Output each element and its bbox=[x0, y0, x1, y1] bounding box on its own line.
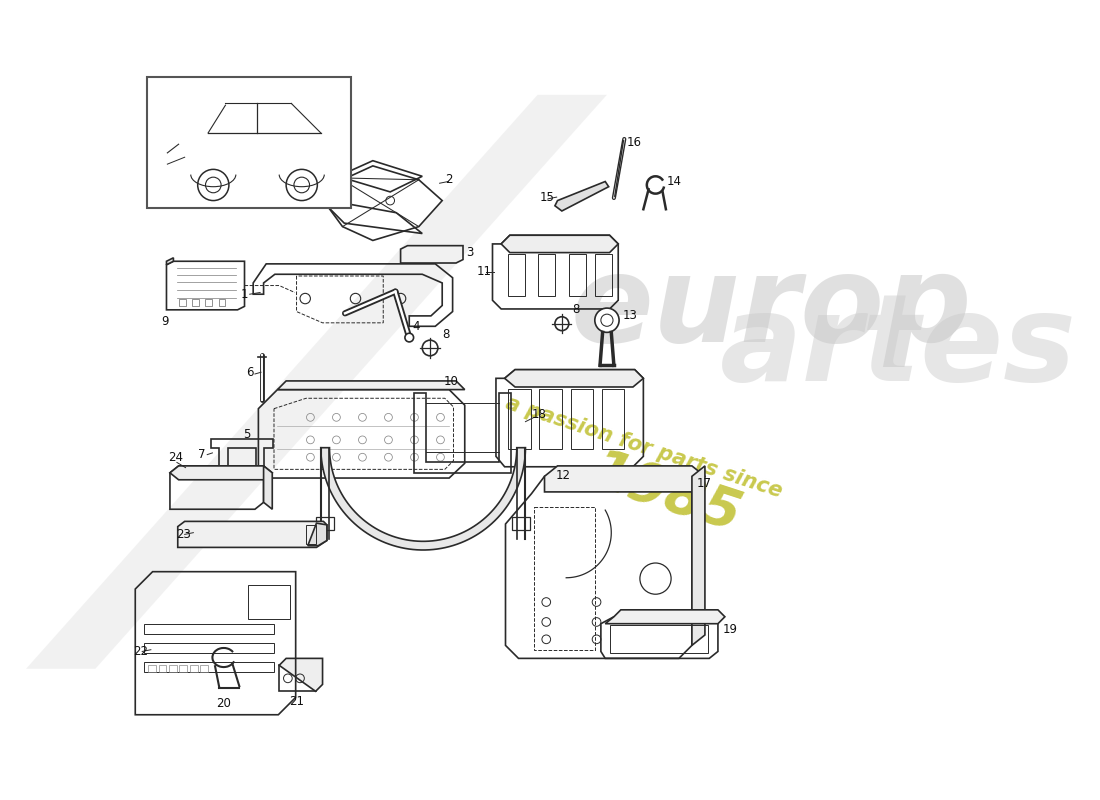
Polygon shape bbox=[308, 523, 327, 546]
Polygon shape bbox=[169, 466, 273, 480]
Bar bbox=[158, 666, 166, 672]
Bar bbox=[219, 299, 225, 306]
Text: 18: 18 bbox=[531, 408, 547, 422]
Text: 1985: 1985 bbox=[584, 444, 748, 543]
Polygon shape bbox=[505, 370, 644, 387]
Bar bbox=[192, 299, 199, 306]
Text: 12: 12 bbox=[557, 469, 571, 482]
Bar bbox=[144, 662, 274, 672]
Text: 15: 15 bbox=[539, 190, 554, 204]
Text: 10: 10 bbox=[444, 375, 459, 388]
Circle shape bbox=[422, 340, 438, 356]
Text: a passion for parts since: a passion for parts since bbox=[503, 394, 784, 502]
Bar bbox=[595, 254, 613, 296]
Bar bbox=[179, 666, 187, 672]
Text: 4: 4 bbox=[412, 320, 420, 333]
Polygon shape bbox=[277, 381, 464, 390]
Text: 9: 9 bbox=[161, 315, 168, 329]
Text: 1: 1 bbox=[240, 288, 248, 301]
Bar bbox=[538, 254, 554, 296]
Polygon shape bbox=[544, 466, 705, 492]
Bar bbox=[569, 254, 586, 296]
Text: 8: 8 bbox=[572, 303, 580, 316]
Text: 23: 23 bbox=[176, 528, 191, 541]
Polygon shape bbox=[178, 522, 327, 547]
Bar bbox=[179, 299, 186, 306]
FancyBboxPatch shape bbox=[147, 78, 351, 207]
Text: 3: 3 bbox=[466, 246, 474, 259]
Bar bbox=[190, 666, 198, 672]
Polygon shape bbox=[166, 258, 174, 265]
Polygon shape bbox=[605, 610, 725, 624]
Polygon shape bbox=[279, 658, 322, 691]
Polygon shape bbox=[26, 94, 607, 669]
Text: 17: 17 bbox=[696, 477, 712, 490]
Circle shape bbox=[405, 334, 414, 342]
Text: 19: 19 bbox=[723, 623, 737, 636]
Bar bbox=[306, 525, 317, 544]
Text: 14: 14 bbox=[667, 175, 682, 188]
Polygon shape bbox=[502, 235, 618, 253]
Text: 20: 20 bbox=[217, 697, 231, 710]
Circle shape bbox=[554, 317, 569, 330]
Bar bbox=[206, 299, 212, 306]
Text: 24: 24 bbox=[168, 450, 184, 464]
Text: 7: 7 bbox=[198, 448, 206, 461]
Text: 6: 6 bbox=[246, 366, 254, 378]
Text: europ: europ bbox=[571, 250, 972, 367]
Polygon shape bbox=[554, 182, 608, 211]
Bar bbox=[200, 666, 208, 672]
Text: 8: 8 bbox=[442, 329, 450, 342]
Text: 5: 5 bbox=[243, 428, 250, 441]
Text: 13: 13 bbox=[623, 310, 637, 322]
Text: 16: 16 bbox=[627, 136, 642, 149]
Bar bbox=[144, 624, 274, 634]
Bar bbox=[513, 517, 530, 530]
Polygon shape bbox=[692, 466, 705, 646]
Text: 11: 11 bbox=[477, 265, 492, 278]
Text: 21: 21 bbox=[289, 695, 304, 708]
Polygon shape bbox=[321, 448, 526, 550]
Bar bbox=[144, 642, 274, 653]
Polygon shape bbox=[264, 466, 273, 510]
Text: 2: 2 bbox=[444, 174, 452, 186]
Text: 22: 22 bbox=[133, 645, 148, 658]
Bar bbox=[508, 254, 526, 296]
Bar bbox=[169, 666, 177, 672]
Text: artes: artes bbox=[719, 290, 1077, 406]
Bar bbox=[148, 666, 156, 672]
Circle shape bbox=[595, 308, 619, 332]
Bar bbox=[317, 517, 333, 530]
